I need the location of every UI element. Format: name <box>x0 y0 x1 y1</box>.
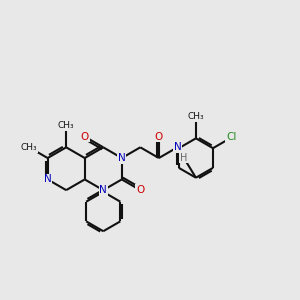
Text: H: H <box>180 152 187 163</box>
Text: N: N <box>173 142 181 152</box>
Text: CH₃: CH₃ <box>188 112 204 122</box>
Text: CH₃: CH₃ <box>58 122 74 130</box>
Text: N: N <box>118 153 126 163</box>
Text: O: O <box>155 132 163 142</box>
Text: N: N <box>99 185 107 195</box>
Text: Cl: Cl <box>226 133 237 142</box>
Text: CH₃: CH₃ <box>21 143 38 152</box>
Text: O: O <box>81 132 89 142</box>
Text: O: O <box>136 185 144 195</box>
Text: N: N <box>44 174 52 184</box>
